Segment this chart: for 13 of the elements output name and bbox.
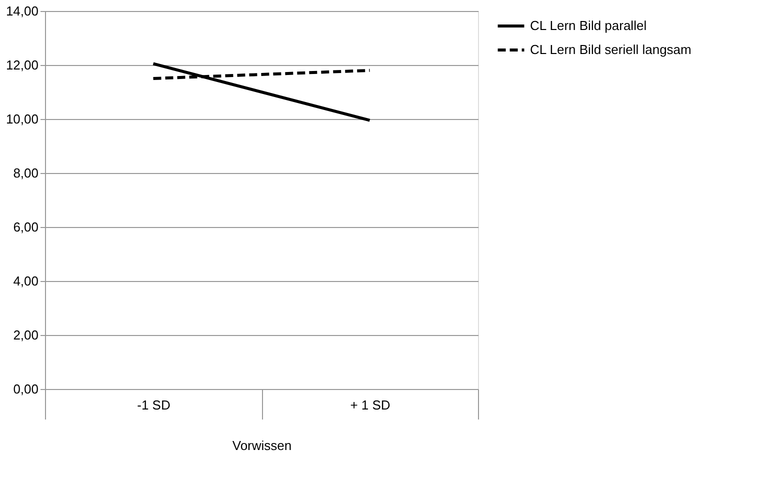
y-tick-label: 0,00 [13,382,38,396]
legend-label: CL Lern Bild seriell langsam [530,42,692,57]
y-tick-label: 12,00 [6,58,38,72]
y-tick-label: 6,00 [13,220,38,234]
y-tick-label: 10,00 [6,112,38,126]
x-axis-title: Vorwissen [232,438,292,453]
y-tick-label: 14,00 [6,4,38,18]
y-tick-label: 8,00 [13,166,38,180]
x-tick-label: -1 SD [137,398,170,412]
x-tick-label: + 1 SD [350,398,390,412]
y-tick-label: 2,00 [13,328,38,342]
legend-label: CL Lern Bild parallel [530,18,647,33]
y-tick-label: 4,00 [13,274,38,288]
